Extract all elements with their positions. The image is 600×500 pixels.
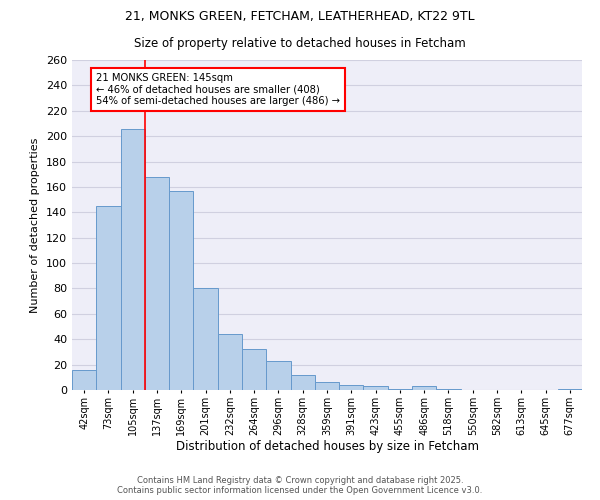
Text: Contains HM Land Registry data © Crown copyright and database right 2025.
Contai: Contains HM Land Registry data © Crown c… (118, 476, 482, 495)
Bar (364, 386, 388, 390)
Bar (218, 334, 242, 390)
Bar (242, 350, 266, 390)
Bar (145, 177, 169, 390)
Bar (436, 388, 461, 390)
Bar (339, 385, 364, 390)
Bar (388, 388, 412, 390)
Bar (193, 288, 218, 390)
Bar (315, 382, 339, 390)
Bar (121, 128, 145, 390)
Text: 21, MONKS GREEN, FETCHAM, LEATHERHEAD, KT22 9TL: 21, MONKS GREEN, FETCHAM, LEATHERHEAD, K… (125, 10, 475, 23)
Bar (412, 386, 436, 390)
Bar (169, 190, 193, 390)
Bar (72, 370, 96, 390)
Y-axis label: Number of detached properties: Number of detached properties (31, 138, 40, 312)
Bar (266, 361, 290, 390)
Bar (558, 388, 582, 390)
Bar (290, 375, 315, 390)
Text: 21 MONKS GREEN: 145sqm
← 46% of detached houses are smaller (408)
54% of semi-de: 21 MONKS GREEN: 145sqm ← 46% of detached… (96, 72, 340, 106)
Bar (96, 206, 121, 390)
Text: Size of property relative to detached houses in Fetcham: Size of property relative to detached ho… (134, 38, 466, 51)
X-axis label: Distribution of detached houses by size in Fetcham: Distribution of detached houses by size … (176, 440, 479, 454)
